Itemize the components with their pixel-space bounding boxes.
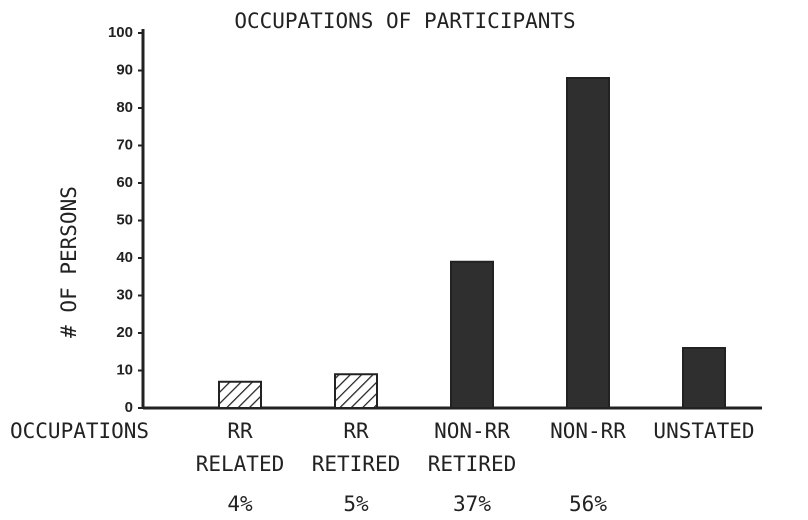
y-tick-label: 90 bbox=[116, 61, 133, 78]
x-tick-label: RR bbox=[227, 419, 253, 443]
y-tick-label: 0 bbox=[125, 399, 133, 416]
x-tick-label: NON-RR bbox=[550, 419, 626, 443]
y-tick-label: 40 bbox=[116, 249, 133, 266]
y-tick-label: 70 bbox=[116, 136, 133, 153]
y-axis-label: # OF PERSONS bbox=[57, 186, 81, 338]
bar bbox=[334, 373, 378, 409]
x-tick-sublabel: RETIRED bbox=[312, 452, 401, 476]
x-tick-label: RR bbox=[343, 419, 369, 443]
y-tick-label: 30 bbox=[116, 286, 133, 303]
y-tick-label: 20 bbox=[116, 324, 133, 341]
x-tick-sublabel: RELATED bbox=[196, 452, 285, 476]
bar bbox=[682, 347, 726, 409]
percentage-label: 56% bbox=[569, 492, 607, 516]
y-tick-label: 100 bbox=[108, 24, 133, 41]
x-tick-label: NON-RR bbox=[434, 419, 510, 443]
bar bbox=[218, 380, 262, 409]
chart-title: OCCUPATIONS OF PARTICIPANTS bbox=[234, 9, 575, 33]
x-axis-label: OCCUPATIONS bbox=[10, 419, 149, 443]
bar bbox=[450, 260, 494, 409]
y-tick-label: 60 bbox=[116, 174, 133, 191]
percentage-label: 4% bbox=[227, 492, 253, 516]
y-tick-label: 50 bbox=[116, 211, 133, 228]
x-tick-label: UNSTATED bbox=[653, 419, 754, 443]
x-tick-sublabel: RETIRED bbox=[428, 452, 517, 476]
percentage-label: 37% bbox=[453, 492, 491, 516]
percentage-label: 5% bbox=[343, 492, 369, 516]
bar bbox=[566, 77, 610, 409]
y-tick-label: 10 bbox=[116, 361, 133, 378]
y-tick-label: 80 bbox=[116, 99, 133, 116]
